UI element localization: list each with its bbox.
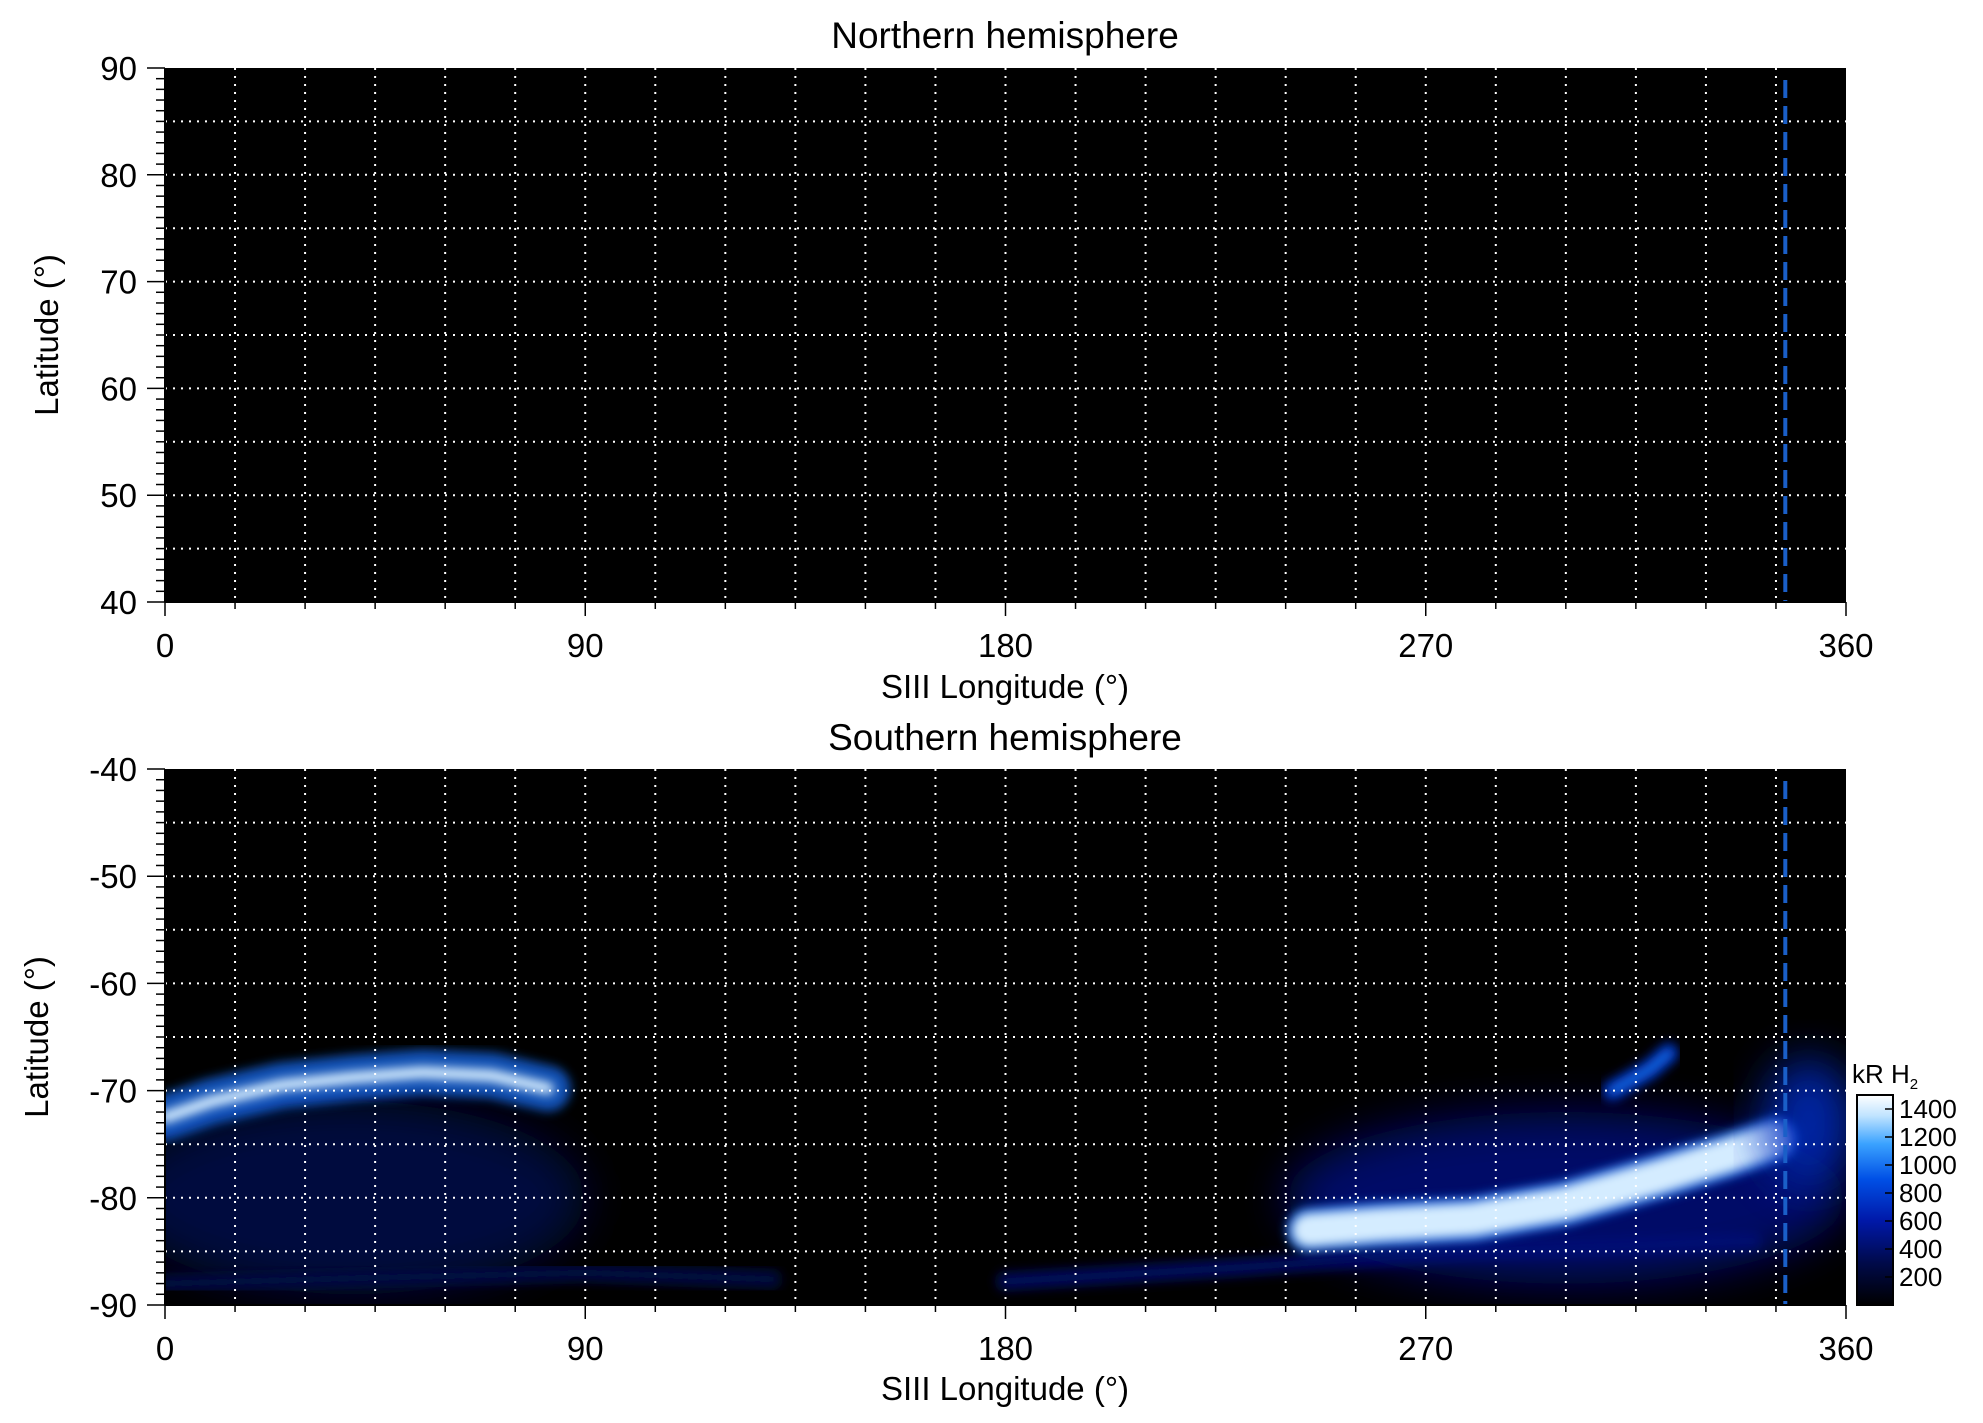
- x-tick-label: 0: [156, 1330, 174, 1367]
- x-tick-label: 360: [1818, 627, 1873, 664]
- x-tick-label: 360: [1818, 1330, 1873, 1367]
- x-tick-label: 180: [978, 627, 1033, 664]
- emission-low-lon-arc: [165, 1066, 554, 1124]
- colorbar-label-main: kR H: [1852, 1059, 1910, 1089]
- x-tick-label: 0: [156, 627, 174, 664]
- y-tick-label: 70: [100, 264, 137, 301]
- colorbar-tick-label: 800: [1899, 1178, 1942, 1208]
- y-tick-label: 80: [100, 157, 137, 194]
- colorbar-label: kR H2: [1852, 1059, 1918, 1093]
- colorbar-tick-label: 200: [1899, 1262, 1942, 1292]
- y-tick-label: 40: [100, 584, 137, 621]
- south-title: Southern hemisphere: [828, 717, 1182, 758]
- y-tick-label: 90: [100, 50, 137, 87]
- x-tick-label: 90: [567, 627, 604, 664]
- y-tick-label: -50: [89, 858, 137, 895]
- colorbar-tick-label: 600: [1899, 1206, 1942, 1236]
- emission-low-lon-diffuse: [165, 1101, 586, 1295]
- y-tick-label: -80: [89, 1180, 137, 1217]
- colorbar-gradient: [1856, 1094, 1894, 1306]
- north-x-axis-label: SIII Longitude (°): [881, 668, 1129, 705]
- y-tick-label: -70: [89, 1073, 137, 1110]
- northern-hemisphere-panel: Northern hemisphere 0 90 180 270 360 40 50 60 70…: [28, 15, 1874, 705]
- emission-high-lon-main: [1292, 1121, 1793, 1247]
- colorbar-tick-label: 1000: [1899, 1150, 1957, 1180]
- colorbar-tick-label: 1400: [1899, 1094, 1957, 1124]
- y-tick-label: -90: [89, 1287, 137, 1324]
- south-grid: [165, 769, 1846, 1305]
- colorbar-label-sub: 2: [1910, 1076, 1918, 1093]
- x-tick-label: 270: [1398, 1330, 1453, 1367]
- north-grid: [165, 68, 1846, 602]
- colorbar-tick-label: 400: [1899, 1234, 1942, 1264]
- north-axes: 0 90 180 270 360 40 50 60 70 80 90: [100, 50, 1873, 664]
- y-tick-label: -60: [89, 965, 137, 1002]
- south-axes: 0 90 180 270 360 -90 -80 -70 -60 -50 -40: [89, 751, 1873, 1367]
- y-tick-label: 50: [100, 477, 137, 514]
- y-tick-label: 60: [100, 370, 137, 407]
- north-y-axis-label: Latitude (°): [28, 254, 65, 416]
- emission-high-lon-streak: [1608, 1049, 1673, 1095]
- x-tick-label: 90: [567, 1330, 604, 1367]
- south-y-axis-label: Latitude (°): [18, 956, 55, 1118]
- north-title: Northern hemisphere: [831, 15, 1179, 56]
- emission-polar-band-1: [165, 1268, 776, 1288]
- south-x-axis-label: SIII Longitude (°): [881, 1370, 1129, 1407]
- x-tick-label: 180: [978, 1330, 1033, 1367]
- southern-hemisphere-panel: Southern hemisphere 0 90 180 270 360 -90 -80 -7…: [18, 717, 1874, 1407]
- x-tick-label: 270: [1398, 627, 1453, 664]
- y-tick-label: -40: [89, 751, 137, 788]
- colorbar-tick-label: 1200: [1899, 1122, 1957, 1152]
